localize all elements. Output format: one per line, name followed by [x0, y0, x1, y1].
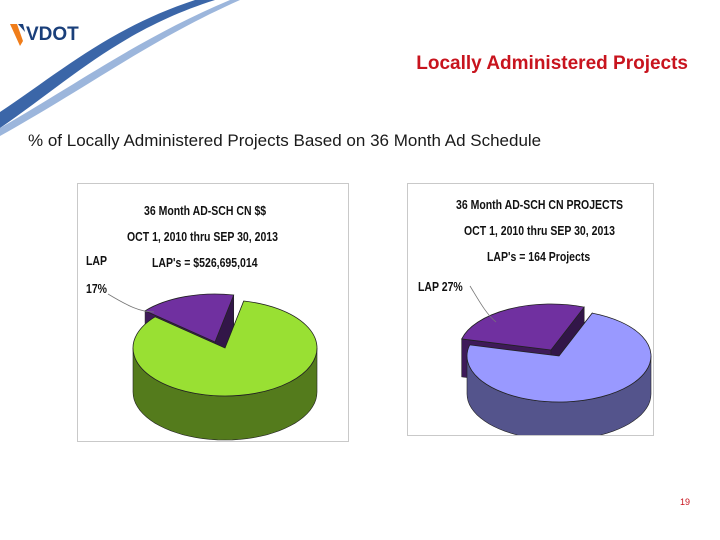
slide-title: Locally Administered Projects [416, 53, 688, 74]
pie-slice-lap [461, 303, 585, 351]
chart-slice-label: LAP [86, 254, 107, 268]
slide-subtitle: % of Locally Administered Projects Based… [28, 131, 542, 150]
chart-title-line: LAP's = $526,695,014 [152, 256, 258, 270]
chart-slice-label: 17% [86, 282, 108, 296]
page-number: 19 [679, 497, 690, 507]
pie-leader-line [469, 285, 497, 323]
chart-title-line: 36 Month AD-SCH CN PROJECTS [456, 198, 624, 212]
pie-leader-line [107, 293, 155, 313]
chart-box-projects: 36 Month AD-SCH CN PROJECTS OCT 1, 2010 … [407, 183, 654, 436]
pie-slice-lap [144, 293, 235, 343]
vdot-logo: VDOT [10, 24, 79, 46]
chart-slice-label: LAP 27% [418, 280, 463, 294]
pie-chart-dollars [107, 293, 318, 441]
logo-check-mark [10, 24, 23, 46]
pie-slice-main [466, 312, 652, 403]
chart-title-line: 36 Month AD-SCH CN $$ [144, 204, 267, 218]
pie-slice-main [132, 300, 318, 397]
logo-check-mark-accent [18, 24, 25, 32]
chart-title-line: OCT 1, 2010 thru SEP 30, 2013 [464, 224, 615, 238]
chart-box-dollars: 36 Month AD-SCH CN $$ OCT 1, 2010 thru S… [77, 183, 349, 442]
logo-text: VDOT [26, 24, 79, 45]
chart-title-line: LAP's = 164 Projects [487, 250, 591, 264]
chart-title-line: OCT 1, 2010 thru SEP 30, 2013 [127, 230, 278, 244]
pie-chart-projects [461, 285, 652, 435]
